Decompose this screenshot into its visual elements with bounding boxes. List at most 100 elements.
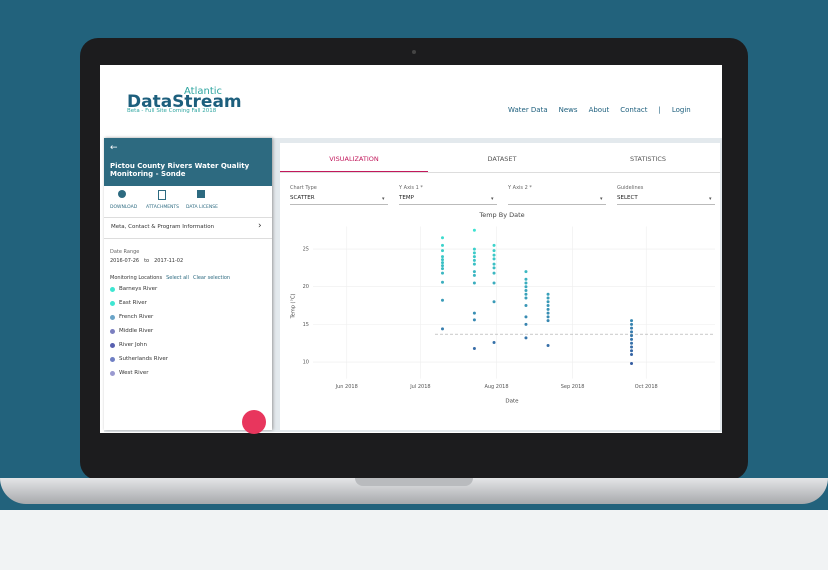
data-point [440,249,444,253]
location-name[interactable]: French River [119,314,154,320]
data-point [524,315,528,319]
location-dot[interactable] [110,357,115,362]
dropdown-caret[interactable]: ▾ [600,196,603,202]
tagline: Beta - Full Site Coming Fall 2018 [127,108,217,114]
nav-separator: | [658,106,661,114]
date-sep: to [144,258,150,264]
data-point [440,280,444,284]
data-point [546,292,550,296]
tab[interactable]: DATASET [487,155,517,163]
tab[interactable]: STATISTICS [629,155,667,163]
control-value[interactable]: SELECT [617,195,638,201]
sidebar-header [104,138,272,186]
control-value[interactable]: TEMP [399,195,414,201]
action[interactable]: DOWNLOAD [110,205,138,210]
attachments-icon[interactable] [158,190,166,200]
select-all[interactable]: Select all [166,275,189,281]
nav-link[interactable]: Login [671,106,691,114]
chevron[interactable]: › [258,221,262,231]
data-point [524,322,528,326]
data-point [472,258,476,262]
license-icon[interactable] [197,190,205,198]
location-name[interactable]: East River [119,300,147,306]
nav-link[interactable]: Water Data [508,106,548,114]
date-range-label: Date Range [110,249,140,255]
data-point [630,337,634,341]
data-point [630,349,634,353]
locations-header: Monitoring Locations Select all Clear se… [110,275,230,281]
sidebar [104,138,272,430]
data-point [440,327,444,331]
control-value[interactable]: SCATTER [290,195,315,201]
control-label: Guidelines [617,185,644,191]
data-point [630,334,634,338]
location-name[interactable]: West River [119,370,149,376]
date-to[interactable]: 2017-11-02 [154,258,184,264]
base-notch [355,478,473,486]
data-point [630,322,634,326]
nav: Water Data News About Contact | Login [508,106,691,114]
clear-selection[interactable]: Clear selection [192,275,231,281]
y-tick-label: 10 [303,360,309,366]
data-point [492,249,496,253]
action[interactable]: DATA LICENSE [186,205,218,210]
dropdown-caret[interactable]: ▾ [382,196,385,202]
brand-small: Atlantic [184,86,223,97]
data-point [524,304,528,308]
location-dot[interactable] [110,315,115,320]
location-name[interactable]: Middle River [119,328,154,334]
data-point [524,336,528,340]
location-name[interactable]: Barneys River [119,286,158,292]
data-point [546,304,550,308]
data-point [472,318,476,322]
control-label: Chart Type [290,185,317,191]
tab[interactable]: VISUALIZATION [329,155,379,163]
location-dot[interactable] [110,301,115,306]
nav-link[interactable]: Contact [620,106,648,114]
y-tick-label: 15 [303,322,309,328]
y-tick-label: 20 [303,284,309,290]
dropdown-caret[interactable]: ▾ [709,196,712,202]
data-point [472,255,476,259]
location-dot[interactable] [110,329,115,334]
fab-button[interactable] [242,410,266,434]
nav-link[interactable]: About [588,106,610,114]
data-point [472,228,476,232]
location-dot[interactable] [110,371,115,376]
y-tick-label: 25 [303,247,309,253]
meta-row[interactable] [104,217,272,239]
data-point [630,326,634,330]
chart-title: Temp By Date [478,211,524,219]
meta-link[interactable]: Meta, Contact & Program Information [111,224,215,230]
brand[interactable]: DataStream [127,92,242,112]
nav-link[interactable]: News [558,106,578,114]
x-tick-label: Jul 2018 [409,384,430,390]
data-point [546,300,550,304]
data-point [524,277,528,281]
location-name[interactable]: River John [119,342,147,348]
location-name[interactable]: Sutherlands River [119,356,169,362]
x-tick-label: Aug 2018 [484,384,508,390]
data-point [630,352,634,356]
dropdown-caret[interactable]: ▾ [491,196,494,202]
data-point [524,270,528,274]
data-point [492,253,496,257]
data-point [440,258,444,262]
control-underline [399,204,497,205]
data-point [440,243,444,247]
tab-divider [280,172,720,173]
date-from[interactable]: 2016-07-26 [110,258,140,264]
data-point [524,281,528,285]
active-tab-underline [280,171,428,172]
data-point [472,273,476,277]
x-tick-label: Sep 2018 [561,384,585,390]
download-icon[interactable] [118,190,126,198]
action[interactable]: ATTACHMENTS [146,205,180,210]
x-tick-label: Oct 2018 [635,384,658,390]
location-dot[interactable] [110,343,115,348]
location-dot[interactable] [110,287,115,292]
control-underline [508,204,606,205]
back-arrow[interactable]: ← [110,143,118,153]
y-axis-label: Temp (°C) [291,294,297,320]
